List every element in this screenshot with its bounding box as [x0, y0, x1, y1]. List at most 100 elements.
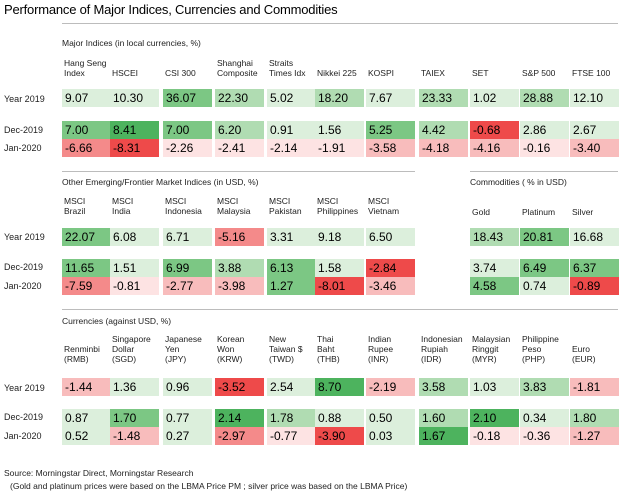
- major-value-cell: -2.26: [163, 139, 212, 157]
- emerging-value-cell: 6.50: [366, 228, 415, 246]
- currencies-value-cell: -2.97: [215, 427, 264, 445]
- major-value-cell: 28.88: [520, 89, 569, 107]
- currencies-row-label: Year 2019: [4, 383, 45, 393]
- major-column-header: Hang Seng Index: [64, 58, 107, 78]
- major-value-cell: 7.67: [366, 89, 415, 107]
- major-column-header: HSCEI: [112, 68, 138, 78]
- currencies-column-header: Malaysian Ringgit (MYR): [472, 334, 511, 364]
- currencies-value-cell: 1.36: [110, 378, 159, 396]
- emerging-section-label: Other Emerging/Frontier Market Indices (…: [62, 177, 259, 187]
- currencies-value-cell: -2.19: [366, 378, 415, 396]
- emerging-value-cell: 6.08: [110, 228, 159, 246]
- currencies-section-label: Currencies (against USD, %): [62, 316, 172, 326]
- major-value-cell: -6.66: [62, 139, 111, 157]
- currencies-divider: [62, 309, 618, 310]
- emerging-value-cell: 6.71: [163, 228, 212, 246]
- commodities-value-cell: 16.68: [570, 228, 619, 246]
- major-value-cell: -0.16: [520, 139, 569, 157]
- major-value-cell: 22.30: [215, 89, 264, 107]
- currencies-value-cell: 0.50: [366, 409, 415, 427]
- price-note: (Gold and platinum prices were based on …: [10, 481, 408, 491]
- currencies-column-header: Philippine Peso (PHP): [522, 334, 559, 364]
- currencies-value-cell: -0.77: [267, 427, 316, 445]
- major-divider: [62, 23, 618, 24]
- currencies-column-header: Singapore Dollar (SGD): [112, 334, 151, 364]
- currencies-value-cell: 0.03: [366, 427, 415, 445]
- currencies-value-cell: 1.03: [470, 378, 519, 396]
- emerging-value-cell: 11.65: [62, 259, 111, 277]
- major-value-cell: 7.00: [163, 121, 212, 139]
- emerging-value-cell: 6.13: [267, 259, 316, 277]
- currencies-value-cell: 0.88: [315, 409, 364, 427]
- commodities-column-header: Silver: [572, 207, 594, 217]
- major-value-cell: 4.42: [419, 121, 468, 139]
- emerging-value-cell: -2.84: [366, 259, 415, 277]
- major-value-cell: -2.14: [267, 139, 316, 157]
- major-row-label: Dec-2019: [4, 125, 44, 135]
- commodities-value-cell: 6.49: [520, 259, 569, 277]
- major-value-cell: -0.68: [470, 121, 519, 139]
- currencies-value-cell: 1.60: [419, 409, 468, 427]
- major-value-cell: 36.07: [163, 89, 212, 107]
- emerging-value-cell: -8.01: [315, 277, 364, 295]
- emerging-row-label: Dec-2019: [4, 262, 44, 272]
- emerging-column-header: MSCI Vietnam: [368, 196, 400, 216]
- emerging-value-cell: 3.31: [267, 228, 316, 246]
- currencies-column-header: Indian Rupee (INR): [368, 334, 394, 364]
- major-value-cell: 18.20: [315, 89, 364, 107]
- major-value-cell: 0.91: [267, 121, 316, 139]
- emerging-column-header: MSCI Brazil: [64, 196, 86, 216]
- commodities-column-header: Gold: [472, 207, 490, 217]
- currencies-value-cell: 1.78: [267, 409, 316, 427]
- currencies-value-cell: 0.27: [163, 427, 212, 445]
- major-value-cell: -2.41: [215, 139, 264, 157]
- emerging-value-cell: -3.46: [366, 277, 415, 295]
- major-column-header: SET: [472, 68, 489, 78]
- emerging-column-header: MSCI Malaysia: [217, 196, 251, 216]
- major-value-cell: 9.07: [62, 89, 111, 107]
- emerging-value-cell: 9.18: [315, 228, 364, 246]
- major-column-header: Straits Times Idx: [269, 58, 306, 78]
- emerging-value-cell: 1.58: [315, 259, 364, 277]
- commodities-divider: [470, 171, 618, 172]
- major-value-cell: 6.20: [215, 121, 264, 139]
- emerging-row-label: Jan-2020: [4, 281, 42, 291]
- currencies-column-header: Korean Won (KRW): [217, 334, 245, 364]
- major-value-cell: -3.58: [366, 139, 415, 157]
- currencies-column-header: Thai Baht (THB): [317, 334, 340, 364]
- currencies-value-cell: -3.90: [315, 427, 364, 445]
- currencies-column-header: Japanese Yen (JPY): [165, 334, 202, 364]
- commodities-value-cell: 4.58: [470, 277, 519, 295]
- major-column-header: TAIEX: [421, 68, 445, 78]
- currencies-column-header: Renminbi (RMB): [64, 344, 100, 364]
- emerging-row-label: Year 2019: [4, 232, 45, 242]
- major-value-cell: 23.33: [419, 89, 468, 107]
- major-column-header: S&P 500: [522, 68, 556, 78]
- currencies-value-cell: 0.34: [520, 409, 569, 427]
- major-section-label: Major Indices (in local currencies, %): [62, 38, 201, 48]
- emerging-value-cell: -0.81: [110, 277, 159, 295]
- emerging-divider: [62, 171, 415, 172]
- currencies-value-cell: 1.70: [110, 409, 159, 427]
- currencies-value-cell: 0.96: [163, 378, 212, 396]
- currencies-row-label: Dec-2019: [4, 412, 44, 422]
- commodities-value-cell: 18.43: [470, 228, 519, 246]
- currencies-value-cell: 1.67: [419, 427, 468, 445]
- major-value-cell: 7.00: [62, 121, 111, 139]
- currencies-value-cell: 0.52: [62, 427, 111, 445]
- currencies-value-cell: 0.87: [62, 409, 111, 427]
- currencies-value-cell: -0.18: [470, 427, 519, 445]
- currencies-value-cell: -1.81: [570, 378, 619, 396]
- major-column-header: FTSE 100: [572, 68, 611, 78]
- currencies-value-cell: -1.27: [570, 427, 619, 445]
- commodities-column-header: Platinum: [522, 207, 556, 217]
- emerging-column-header: MSCI India: [112, 196, 134, 216]
- emerging-value-cell: -5.16: [215, 228, 264, 246]
- emerging-value-cell: -2.77: [163, 277, 212, 295]
- emerging-value-cell: 1.51: [110, 259, 159, 277]
- currencies-row-label: Jan-2020: [4, 431, 42, 441]
- currencies-value-cell: 3.58: [419, 378, 468, 396]
- emerging-column-header: MSCI Pakistan: [269, 196, 302, 216]
- commodities-value-cell: -0.89: [570, 277, 619, 295]
- currencies-column-header: Euro (EUR): [572, 344, 596, 364]
